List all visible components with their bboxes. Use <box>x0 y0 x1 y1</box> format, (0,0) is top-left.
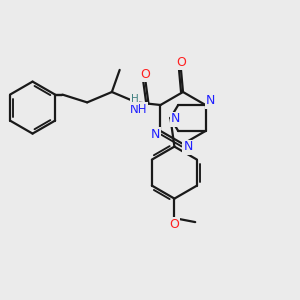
Text: N: N <box>206 94 215 107</box>
Text: N: N <box>171 112 180 125</box>
Text: N: N <box>151 128 160 140</box>
Text: O: O <box>141 68 151 81</box>
Text: N: N <box>183 140 193 154</box>
Text: NH: NH <box>130 103 147 116</box>
Text: O: O <box>169 218 179 231</box>
Text: O: O <box>176 56 186 69</box>
Text: H: H <box>131 94 138 104</box>
